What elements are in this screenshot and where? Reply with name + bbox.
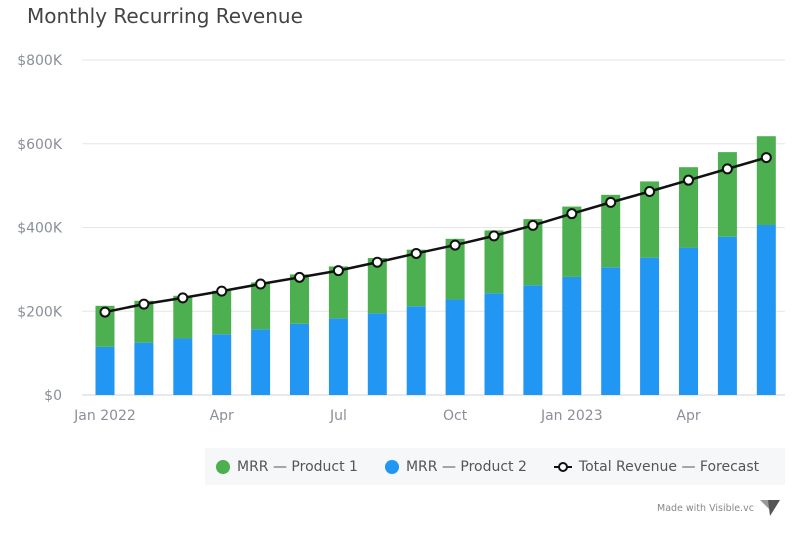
- bar-product1[interactable]: [212, 290, 232, 335]
- chart-area: $0 $200K $400K $600K $800K Jan 2022 Apr Jul Oct J…: [17, 53, 785, 424]
- bar-product1[interactable]: [640, 181, 660, 258]
- forecast-point[interactable]: [683, 174, 694, 186]
- bar-product1[interactable]: [95, 305, 115, 347]
- y-tick-label: $400K: [17, 221, 63, 237]
- forecast-point[interactable]: [644, 185, 656, 197]
- bar-product2[interactable]: [328, 318, 348, 395]
- bar-product1[interactable]: [406, 249, 426, 307]
- legend-item-forecast[interactable]: Total Revenue — Forecast: [553, 458, 760, 475]
- brand-credit[interactable]: Made with Visible.vc: [657, 500, 780, 516]
- visible-logo-icon: [760, 500, 780, 516]
- x-tick-label: Jan 2022: [73, 408, 136, 424]
- bar-product1[interactable]: [134, 300, 154, 343]
- bar-product2[interactable]: [756, 224, 776, 395]
- forecast-point[interactable]: [760, 152, 772, 164]
- forecast-point[interactable]: [332, 265, 344, 277]
- y-tick-label: $600K: [17, 137, 63, 153]
- bar-product1[interactable]: [173, 295, 193, 339]
- forecast-point[interactable]: [371, 256, 383, 268]
- forecast-point[interactable]: [216, 285, 228, 297]
- x-tick-label: Jan 2023: [540, 408, 603, 424]
- legend-swatch-forecast: [553, 461, 572, 473]
- bar-product2[interactable]: [484, 293, 504, 395]
- bar-product1[interactable]: [328, 266, 348, 319]
- bar-product2[interactable]: [523, 285, 543, 395]
- bar-product1[interactable]: [290, 274, 309, 324]
- bar-product2[interactable]: [290, 323, 309, 395]
- bar-product2[interactable]: [406, 306, 426, 395]
- bar-product1[interactable]: [367, 258, 387, 314]
- bar-product2[interactable]: [679, 247, 698, 395]
- chart-title: Monthly Recurring Revenue: [27, 4, 303, 28]
- chart-legend: MRR — Product 1 MRR — Product 2 Total Re…: [205, 448, 785, 485]
- forecast-point[interactable]: [177, 292, 189, 304]
- forecast-point[interactable]: [255, 278, 267, 290]
- legend-label-forecast: Total Revenue — Forecast: [578, 458, 760, 475]
- bar-product2[interactable]: [173, 338, 193, 395]
- y-tick-label: $200K: [17, 304, 63, 320]
- y-tick-label: $800K: [17, 53, 63, 69]
- bar-product2[interactable]: [640, 257, 660, 395]
- forecast-point[interactable]: [449, 239, 461, 251]
- x-tick-label: Apr: [210, 408, 234, 424]
- x-tick-label: Oct: [443, 408, 468, 424]
- forecast-point[interactable]: [410, 247, 422, 259]
- bar-product1[interactable]: [679, 167, 698, 248]
- bar-product1[interactable]: [717, 152, 737, 237]
- bar-product2[interactable]: [445, 299, 465, 395]
- forecast-point[interactable]: [138, 298, 150, 310]
- forecast-point[interactable]: [294, 271, 305, 283]
- legend-item-product1[interactable]: MRR — Product 1: [216, 459, 358, 475]
- bar-product1[interactable]: [601, 194, 621, 268]
- y-tick-label: $0: [44, 388, 62, 404]
- bar-product2[interactable]: [134, 342, 154, 395]
- legend-swatch-product2: [384, 459, 399, 474]
- bar-product1[interactable]: [445, 238, 465, 300]
- bar-product1[interactable]: [756, 136, 776, 225]
- bar-product1[interactable]: [562, 206, 582, 277]
- brand-text: Made with Visible.vc: [657, 502, 754, 514]
- forecast-point[interactable]: [721, 163, 733, 175]
- legend-item-product2[interactable]: MRR — Product 2: [384, 458, 527, 475]
- bar-product2[interactable]: [212, 334, 232, 395]
- bar-product2[interactable]: [367, 313, 387, 395]
- forecast-point[interactable]: [605, 196, 617, 208]
- legend-label-product1: MRR — Product 1: [237, 458, 358, 475]
- legend-label-product2: MRR — Product 2: [405, 458, 527, 475]
- bar-product2[interactable]: [717, 236, 737, 395]
- forecast-point[interactable]: [527, 219, 539, 231]
- x-tick-label: Apr: [676, 408, 700, 424]
- bar-product2[interactable]: [95, 346, 115, 395]
- bar-product2[interactable]: [251, 329, 271, 395]
- bar-product1[interactable]: [484, 230, 504, 294]
- bar-product1[interactable]: [523, 219, 543, 286]
- x-tick-label: Jul: [329, 408, 347, 424]
- forecast-line: [104, 156, 767, 314]
- forecast-point[interactable]: [99, 306, 111, 318]
- legend-swatch-product1: [216, 459, 230, 474]
- bar-product1[interactable]: [251, 282, 271, 330]
- bar-product2[interactable]: [562, 276, 582, 395]
- forecast-point[interactable]: [566, 208, 578, 220]
- forecast-point[interactable]: [488, 230, 500, 242]
- bar-product2[interactable]: [601, 267, 621, 395]
